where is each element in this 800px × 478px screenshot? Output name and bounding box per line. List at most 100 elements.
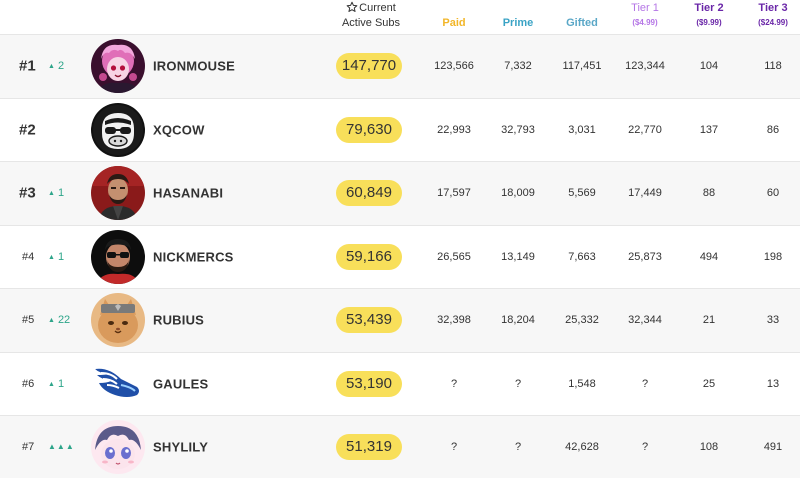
star-outline-icon [346,1,358,12]
paid-count: 22,993 [437,123,471,136]
rank: #5 [22,314,35,327]
tier2-count: 88 [702,187,716,200]
rubius-avatar[interactable] [91,293,145,348]
streamer-name[interactable]: SHYLILY [153,439,209,455]
up-arrow-icon: ▲ [48,380,55,388]
tier1-count: 32,344 [628,314,662,327]
paid-count: 17,597 [437,187,471,200]
table-row[interactable]: #5 ▲ 22 RUBIUS 53,439 32,398 18,204 25,33… [0,288,800,352]
rank-change-value: 1 [57,187,65,200]
column-header-paid[interactable]: Paid [442,17,466,29]
gifted-count: 5,569 [568,187,596,200]
tier1-count: 123,344 [625,60,665,73]
table-row[interactable]: #2 XQCOW 79,630 22,993 32,793 3,031 22,7… [0,97,800,162]
rank-change-value: 1 [57,377,65,390]
tier1-count: 25,873 [628,250,662,263]
streamer-name[interactable]: NICKMERCS [153,249,234,265]
paid-count: ? [450,377,458,390]
rank: #3 [19,184,36,202]
prime-count: ? [514,377,522,390]
rank-change: ▲ 2 [48,60,64,72]
rank: #1 [19,57,36,75]
tier2-label: Tier 2 [694,2,724,14]
table-row[interactable]: #1 ▲ 2 IRONMOUSE 147,770 123,566 7,332 11… [0,34,800,98]
tier1-count: ? [641,441,649,454]
rank: #4 [22,250,35,263]
tier2-count: 25 [702,377,716,390]
rank-change: ▲ 1 [48,378,64,390]
prime-count: 7,332 [504,60,532,73]
up-arrow-icon: ▲ [48,253,55,261]
rank: #7 [22,441,35,454]
ironmouse-avatar[interactable] [91,39,145,94]
current-subs-badge: 53,190 [336,370,402,397]
gifted-count: 117,451 [562,60,602,73]
rank-change: ▲ 1 [48,251,64,263]
table-row[interactable]: #4 ▲ 1 NICKMERCS 59,166 26,565 13,149 7,6… [0,224,800,289]
column-header-tier1[interactable]: Tier 1 ($4.99) [617,1,673,31]
column-header-gifted[interactable]: Gifted [566,17,598,29]
up-arrow-icon: ▲ [48,63,55,71]
column-header-tier2[interactable]: Tier 2 ($9.99) [681,1,737,31]
column-header-prime[interactable]: Prime [502,17,534,29]
tier1-price: ($4.99) [632,18,658,27]
up-arrow-icon: ▲ [48,190,55,198]
column-header-current[interactable]: Current Active Subs [330,1,412,31]
tier1-count: 17,449 [628,187,662,200]
current-label-line2: Active Subs [341,17,401,29]
tier3-count: 60 [766,187,780,200]
tier3-count: 33 [766,314,780,327]
tier2-count: 108 [699,441,719,454]
current-subs-badge: 59,166 [336,243,402,270]
tier1-count: 22,770 [628,123,662,136]
tier3-label: Tier 3 [758,2,788,14]
rank-change-value: 1 [57,250,65,263]
tier2-count: 104 [699,60,719,73]
table-row[interactable]: #6 ▲ 1 GAULES 53,190 ? ? 1,548 ? 25 13 [0,351,800,416]
tier1-label: Tier 1 [631,2,659,14]
rank-change: ▲ 22 [48,314,70,326]
tier2-count: 21 [702,314,716,327]
tier3-count: 491 [763,441,783,454]
hasanabi-avatar[interactable] [91,166,145,221]
table-header: Current Active Subs Paid Prime Gifted Ti… [0,0,800,34]
tier2-count: 494 [699,250,719,263]
current-subs-badge: 147,770 [336,53,402,80]
rank-change: ▲▲▲ [48,441,75,453]
prime-count: 18,009 [501,187,535,200]
gaules-avatar[interactable] [91,356,145,411]
nickmercs-avatar[interactable] [91,229,145,284]
current-label-line1: Current [359,2,396,14]
rank: #2 [19,121,36,139]
streamer-name[interactable]: RUBIUS [153,312,205,328]
tier3-count: 86 [766,123,780,136]
rank: #6 [22,377,35,390]
table-row[interactable]: #7 ▲▲▲ SHYLILY 51,319 ? ? 42,628 ? 108 4… [0,415,800,478]
triple-up-arrow-icon: ▲▲▲ [48,442,75,452]
tier3-count: 13 [766,377,780,390]
prime-count: 18,204 [501,314,535,327]
streamer-name[interactable]: IRONMOUSE [153,58,235,74]
paid-count: 26,565 [437,250,471,263]
prime-count: 32,793 [501,123,535,136]
tier3-count: 198 [763,250,783,263]
streamer-name[interactable]: XQCOW [153,122,205,138]
current-subs-badge: 53,439 [336,307,402,334]
streamer-name[interactable]: HASANABI [153,185,224,201]
shylily-avatar[interactable] [91,420,145,475]
paid-count: ? [450,441,458,454]
prime-count: 13,149 [501,250,535,263]
tier2-price: ($9.99) [696,18,722,27]
table-row[interactable]: #3 ▲ 1 HASANABI 60,849 17,597 18,009 5,56… [0,161,800,225]
current-subs-badge: 60,849 [336,180,402,207]
rank-change-value: 22 [57,314,71,327]
gifted-count: 1,548 [568,377,596,390]
rank-change-value: 2 [57,60,65,73]
up-arrow-icon: ▲ [48,317,55,325]
current-subs-badge: 79,630 [336,116,402,143]
column-header-tier3[interactable]: Tier 3 ($24.99) [745,1,800,31]
streamer-name[interactable]: GAULES [153,376,209,392]
paid-count: 123,566 [434,60,474,73]
paid-count: 32,398 [437,314,471,327]
xqcow-avatar[interactable] [91,102,145,157]
